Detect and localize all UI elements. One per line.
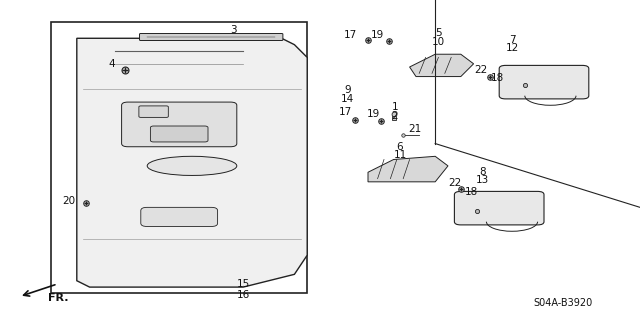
FancyBboxPatch shape <box>122 102 237 147</box>
Text: FR.: FR. <box>48 293 68 303</box>
Text: 17: 17 <box>339 107 352 117</box>
Text: 14: 14 <box>341 94 354 104</box>
Text: 7: 7 <box>509 35 515 45</box>
FancyBboxPatch shape <box>140 33 283 41</box>
Polygon shape <box>77 38 307 287</box>
Text: 18: 18 <box>465 187 477 197</box>
Text: 12: 12 <box>506 43 518 54</box>
Text: 9: 9 <box>344 85 351 95</box>
Text: 19: 19 <box>371 30 384 40</box>
Text: 6: 6 <box>397 142 403 152</box>
Text: 21: 21 <box>408 124 421 134</box>
Text: 17: 17 <box>344 30 356 40</box>
Text: 3: 3 <box>230 25 237 35</box>
FancyBboxPatch shape <box>141 207 218 226</box>
Text: 16: 16 <box>237 290 250 300</box>
Text: 13: 13 <box>476 175 489 185</box>
Polygon shape <box>410 54 474 77</box>
FancyBboxPatch shape <box>499 65 589 99</box>
Text: 22: 22 <box>448 178 461 189</box>
Text: 11: 11 <box>394 150 406 160</box>
Polygon shape <box>368 156 448 182</box>
FancyBboxPatch shape <box>454 191 544 225</box>
Text: 15: 15 <box>237 279 250 289</box>
Text: 19: 19 <box>367 108 380 119</box>
Text: 8: 8 <box>479 167 486 177</box>
Text: 22: 22 <box>475 65 488 75</box>
Text: 20: 20 <box>63 196 76 206</box>
Text: 4: 4 <box>109 59 115 69</box>
FancyBboxPatch shape <box>150 126 208 142</box>
Text: 5: 5 <box>435 28 442 39</box>
FancyBboxPatch shape <box>139 106 168 117</box>
Text: 10: 10 <box>432 37 445 47</box>
Text: 2: 2 <box>392 111 398 121</box>
Ellipse shape <box>147 156 237 175</box>
Text: 18: 18 <box>492 73 504 83</box>
Text: S04A-B3920: S04A-B3920 <box>534 298 593 308</box>
Text: 1: 1 <box>392 102 398 112</box>
